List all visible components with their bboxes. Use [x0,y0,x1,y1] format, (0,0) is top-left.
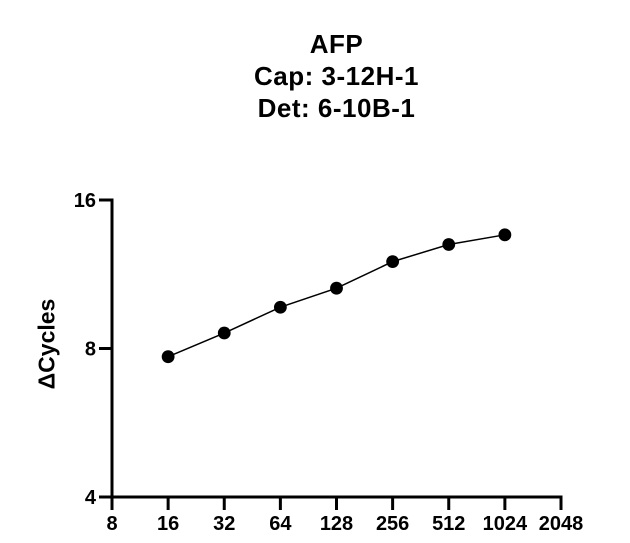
x-tick-label: 256 [376,513,409,535]
data-line [167,234,506,358]
y-tick-label: 16 [74,190,96,212]
x-tick-label: 8 [106,513,117,535]
y-tick-label: 4 [85,487,97,509]
x-tick-label: 16 [157,513,179,535]
data-point [161,350,175,364]
axes-spine [110,198,563,499]
x-tick-label: 64 [269,513,292,535]
x-tick-label: 1024 [483,513,528,535]
chart-title: AFP Cap: 3-12H-1 Det: 6-10B-1 [112,28,561,124]
y-tick-label: 8 [85,339,96,361]
x-tick-label: 512 [432,513,465,535]
x-tick-label: 128 [320,513,353,535]
data-point [498,228,512,242]
x-tick-label: 2048 [539,513,584,535]
data-point [386,255,400,269]
data-point [330,281,343,295]
x-tick-label: 32 [213,513,235,535]
chart-title-line-3: Det: 6-10B-1 [257,93,416,123]
chart-title-line-2: Cap: 3-12H-1 [254,61,419,91]
data-point [217,326,231,340]
data-point [442,238,456,251]
chart-title-line-1: AFP [309,29,364,59]
data-point [273,300,287,314]
